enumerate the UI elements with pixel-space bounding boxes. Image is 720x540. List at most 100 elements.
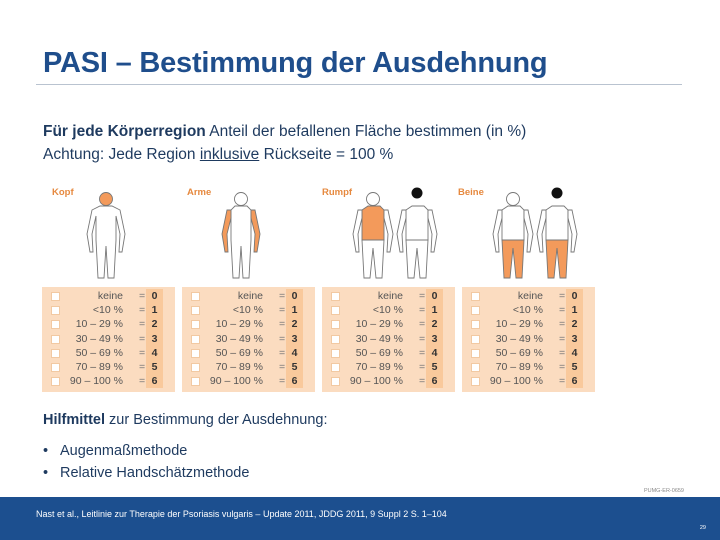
row-equals: = (559, 332, 566, 345)
list-item: • Relative Handschätzmethode (43, 462, 249, 484)
table-row: 50 – 69 % = 4 (322, 345, 455, 360)
row-score: 6 (566, 374, 583, 389)
row-score: 2 (566, 317, 583, 332)
table-row: 50 – 69 % = 4 (42, 345, 175, 360)
row-label: 70 – 89 % (495, 360, 543, 373)
region-label-arme: Arme (187, 187, 212, 198)
row-score: 3 (286, 331, 303, 346)
row-label: <10 % (372, 304, 403, 317)
row-label: 90 – 100 % (209, 375, 263, 388)
row-label: 90 – 100 % (489, 375, 543, 388)
row-equals: = (559, 318, 566, 331)
row-label: 10 – 29 % (355, 318, 403, 331)
intro-line2-a: Achtung: Jede Region (43, 146, 200, 163)
row-score: 0 (286, 289, 303, 304)
intro-rest: Anteil der befallenen Fläche bestimmen (… (205, 123, 527, 140)
row-score: 0 (566, 289, 583, 304)
row-label: 70 – 89 % (215, 360, 263, 373)
bullet-dot: • (43, 465, 49, 481)
slide-title: PASI – Bestimmung der Ausdehnung (43, 47, 548, 79)
row-equals: = (139, 360, 146, 373)
intro-text: Für jede Körperregion Anteil der befalle… (43, 120, 526, 166)
checkbox[interactable] (331, 292, 340, 301)
row-equals: = (139, 375, 146, 388)
table-row: 70 – 89 % = 5 (322, 359, 455, 375)
checkbox[interactable] (331, 377, 340, 387)
bullet-text: Augenmaßmethode (60, 443, 188, 459)
checkbox[interactable] (471, 362, 480, 372)
row-score: 1 (566, 303, 583, 318)
page-number: 29 (699, 525, 706, 531)
checkbox[interactable] (471, 292, 480, 301)
checkbox[interactable] (191, 348, 200, 358)
row-score: 4 (426, 345, 443, 360)
checkbox[interactable] (51, 320, 60, 330)
checkbox[interactable] (51, 334, 60, 344)
row-score: 5 (426, 359, 443, 375)
intro-line-2: Achtung: Jede Region inklusive Rückseite… (43, 143, 526, 166)
table-row: 30 – 49 % = 3 (182, 331, 315, 346)
checkbox[interactable] (331, 334, 340, 344)
row-score: 6 (426, 374, 443, 389)
checkbox[interactable] (191, 334, 200, 344)
row-score: 0 (146, 289, 163, 304)
row-score: 2 (146, 317, 163, 332)
row-score: 2 (286, 317, 303, 332)
head-highlight (99, 192, 113, 206)
checkbox[interactable] (191, 362, 200, 372)
row-label: 10 – 29 % (215, 318, 263, 331)
checkbox[interactable] (191, 320, 200, 330)
checkbox[interactable] (191, 292, 200, 301)
checkbox[interactable] (51, 292, 60, 301)
table-row: 90 – 100 % = 6 (462, 374, 595, 389)
row-label: 70 – 89 % (355, 360, 403, 373)
checkbox[interactable] (191, 377, 200, 387)
row-equals: = (419, 332, 426, 345)
row-label: 30 – 49 % (75, 332, 123, 345)
table-row: 50 – 69 % = 4 (462, 345, 595, 360)
row-equals: = (559, 346, 566, 359)
row-score: 1 (426, 303, 443, 318)
row-score: 5 (146, 359, 163, 375)
row-score: 5 (286, 359, 303, 375)
intro-line-1: Für jede Körperregion Anteil der befalle… (43, 120, 526, 143)
checkbox[interactable] (331, 306, 340, 316)
table-row: 10 – 29 % = 2 (182, 317, 315, 332)
row-equals: = (139, 304, 146, 317)
row-equals: = (279, 290, 286, 302)
row-score: 2 (426, 317, 443, 332)
row-label: 50 – 69 % (75, 346, 123, 359)
row-equals: = (279, 346, 286, 359)
row-equals: = (559, 290, 566, 302)
checkbox[interactable] (331, 320, 340, 330)
checkbox[interactable] (331, 362, 340, 372)
checkbox[interactable] (471, 306, 480, 316)
title-divider (36, 84, 682, 85)
row-score: 4 (146, 345, 163, 360)
checkbox[interactable] (471, 348, 480, 358)
score-table-rumpf: keine = 0 <10 % = 1 10 – 29 % = 2 30 – 49 % = 3 50 –… (322, 287, 455, 392)
row-equals: = (419, 318, 426, 331)
checkbox[interactable] (471, 377, 480, 387)
row-equals: = (139, 318, 146, 331)
row-score: 6 (146, 374, 163, 389)
checkbox[interactable] (471, 334, 480, 344)
pasi-figure: Kopf Arme Rumpf Beine (38, 180, 604, 394)
table-row: 90 – 100 % = 6 (322, 374, 455, 389)
region-label-beine: Beine (458, 187, 484, 198)
row-label: 90 – 100 % (349, 375, 403, 388)
table-row: keine = 0 (322, 289, 455, 304)
checkbox[interactable] (51, 362, 60, 372)
row-label: 30 – 49 % (355, 332, 403, 345)
row-label: keine (237, 290, 263, 302)
row-equals: = (419, 360, 426, 373)
checkbox[interactable] (51, 348, 60, 358)
row-label: 50 – 69 % (495, 346, 543, 359)
checkbox[interactable] (471, 320, 480, 330)
row-score: 1 (146, 303, 163, 318)
row-score: 3 (146, 331, 163, 346)
checkbox[interactable] (51, 306, 60, 316)
checkbox[interactable] (331, 348, 340, 358)
checkbox[interactable] (191, 306, 200, 316)
checkbox[interactable] (51, 377, 60, 387)
